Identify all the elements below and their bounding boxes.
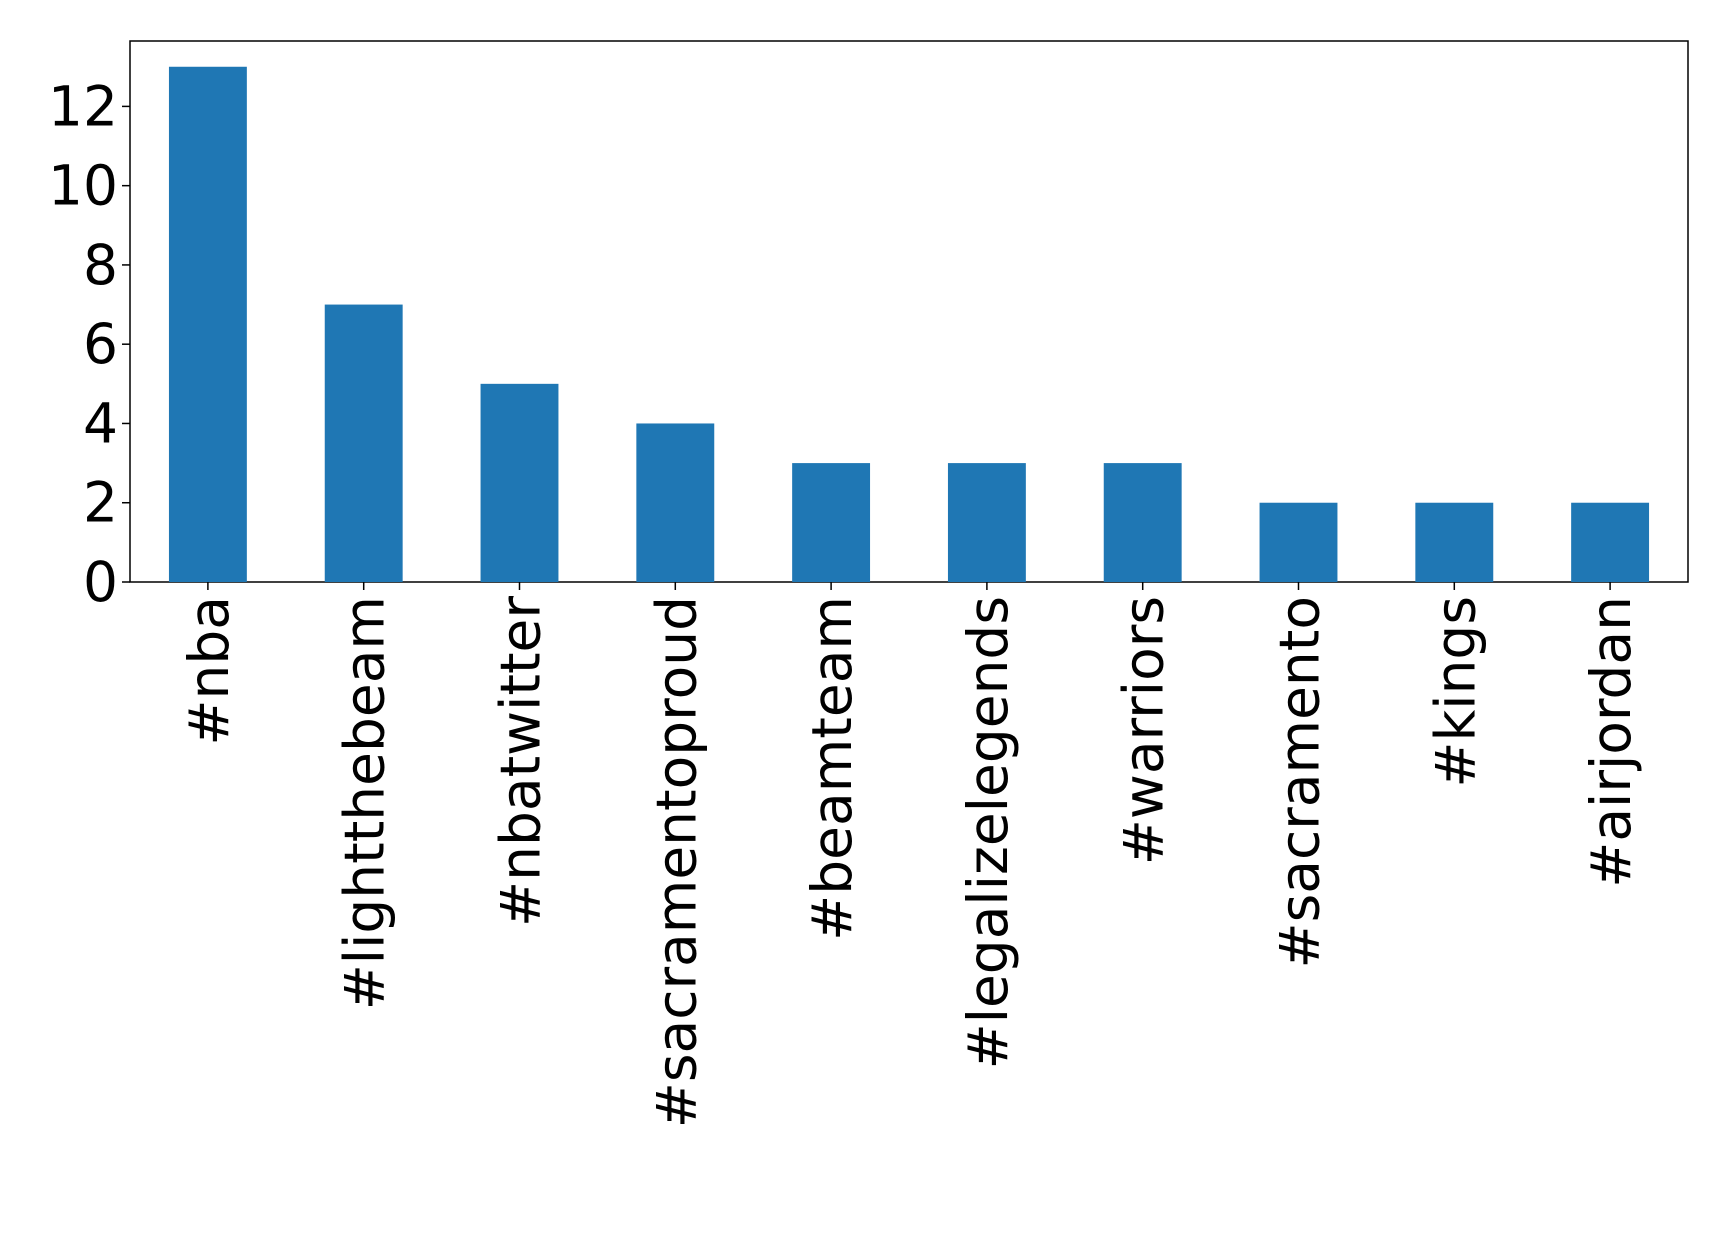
bar [1259,502,1338,582]
x-tick-label: #lightthebeam [333,596,397,1010]
x-tick-label: #sacramentoproud [644,596,708,1128]
bar [1103,463,1182,582]
x-tick-label: #kings [1423,596,1487,788]
bar [480,383,559,582]
x-tick-label: #warriors [1112,596,1176,865]
y-tick-label: 0 [83,550,118,614]
x-tick-label: #sacramento [1268,596,1332,969]
bar [1415,502,1494,582]
y-tick-label: 10 [48,154,118,218]
plot-frame [129,40,1689,583]
x-tick-label: #legalizelegends [956,596,1020,1069]
bar [1571,502,1650,582]
x-tick-label: #nba [177,596,241,746]
bar [168,66,247,582]
x-tick-label: #beamteam [800,596,864,941]
bar [324,304,403,582]
y-tick-label: 12 [48,74,118,138]
y-tick-label: 6 [83,312,118,376]
bar [636,423,715,582]
y-tick-label: 2 [83,471,118,535]
y-tick-label: 8 [83,233,118,297]
y-tick-label: 4 [83,391,118,455]
bar [792,463,871,582]
x-tick-label: #nbatwitter [489,596,553,927]
x-tick-label: #airjordan [1579,596,1643,888]
bar [947,463,1026,582]
